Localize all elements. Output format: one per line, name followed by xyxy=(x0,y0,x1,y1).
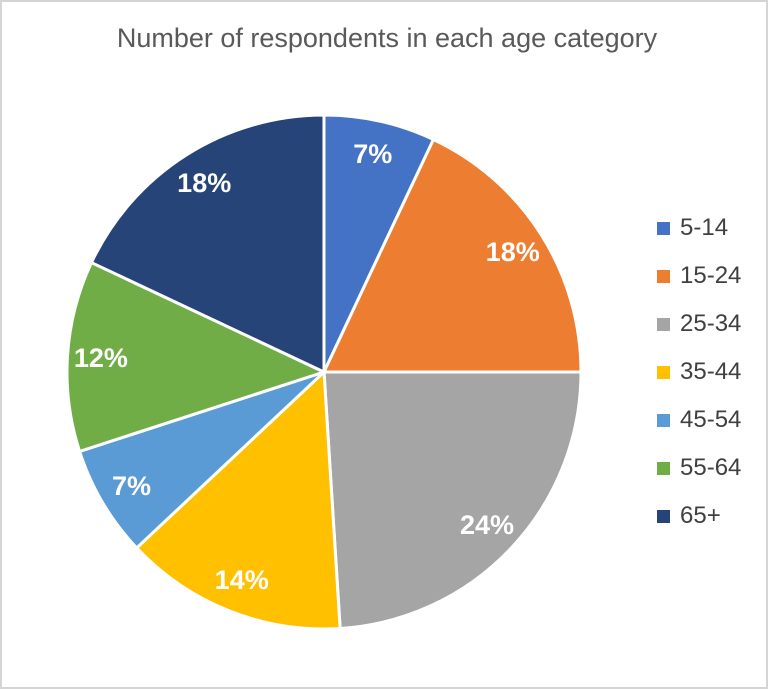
pie-slice-55-64 xyxy=(65,261,326,453)
pie-slice-5-14 xyxy=(322,113,435,374)
legend-swatch xyxy=(657,509,670,523)
slice-label-35-44: 14% xyxy=(215,565,269,595)
legend-label: 15-24 xyxy=(680,262,742,289)
legend-swatch xyxy=(657,269,670,283)
legend-item-65+: 65+ xyxy=(657,492,741,540)
legend-label: 5-14 xyxy=(680,214,729,241)
legend-item-25-34: 25-34 xyxy=(657,300,741,348)
legend-label: 45-54 xyxy=(680,406,742,433)
pie-slice-25-34 xyxy=(322,370,583,630)
legend-label: 55-64 xyxy=(680,454,742,481)
pie-slice-labels: 7% 18% 24% 14% 7% 12% 18% xyxy=(74,139,540,595)
slice-label-25-34: 24% xyxy=(460,510,514,540)
legend-label: 35-44 xyxy=(680,358,742,385)
chart-title: Number of respondents in each age catego… xyxy=(117,23,658,53)
slice-label-5-14: 7% xyxy=(353,139,392,169)
legend-swatch xyxy=(657,413,670,427)
pie-slice-45-54 xyxy=(78,370,326,550)
chart-legend: 5-14 15-24 25-34 35-44 45-54 55-64 65+ xyxy=(657,204,741,540)
pie-slice-35-44 xyxy=(135,370,342,631)
slice-label-65+: 18% xyxy=(177,168,231,198)
pie-slices xyxy=(65,113,583,631)
legend-item-55-64: 55-64 xyxy=(657,444,741,492)
legend-swatch xyxy=(657,461,670,475)
legend-label: 65+ xyxy=(680,502,721,529)
slice-label-15-24: 18% xyxy=(486,237,540,267)
legend-item-35-44: 35-44 xyxy=(657,348,741,396)
slice-label-45-54: 7% xyxy=(112,471,151,501)
legend-swatch xyxy=(657,317,670,331)
slice-label-55-64: 12% xyxy=(74,343,128,373)
pie-slice-65+ xyxy=(89,113,326,374)
legend-item-45-54: 45-54 xyxy=(657,396,741,444)
legend-swatch xyxy=(657,221,670,235)
pie-slice-15-24 xyxy=(322,137,583,374)
legend-item-5-14: 5-14 xyxy=(657,204,741,252)
legend-label: 25-34 xyxy=(680,310,742,337)
legend-swatch xyxy=(657,365,670,379)
legend-item-15-24: 15-24 xyxy=(657,252,741,300)
